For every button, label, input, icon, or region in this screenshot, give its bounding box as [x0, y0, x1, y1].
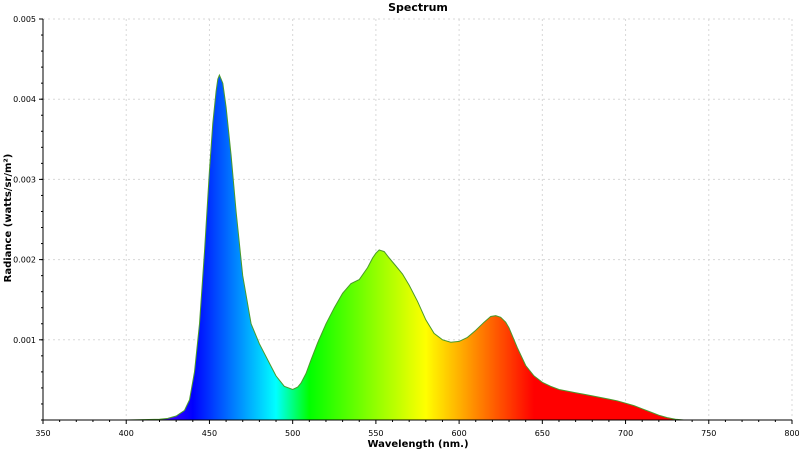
- x-tick-label: 400: [119, 429, 134, 438]
- x-tick-label: 350: [35, 429, 50, 438]
- y-tick-label: 0.002: [13, 256, 36, 265]
- y-tick-label: 0.004: [13, 95, 36, 104]
- y-tick-label: 0.005: [13, 15, 36, 24]
- y-tick-label: 0.003: [13, 175, 36, 184]
- y-tick-label: 0.001: [13, 336, 36, 345]
- spectrum-line: [92, 73, 759, 421]
- x-axis-label: Wavelength (nm.): [367, 439, 468, 450]
- spectrum-area: [92, 75, 759, 420]
- x-tick-label: 700: [618, 429, 633, 438]
- x-tick-label: 750: [701, 429, 716, 438]
- x-tick-label: 600: [451, 429, 466, 438]
- x-tick-label: 650: [535, 429, 550, 438]
- tick-labels: 350 400 450 500 550 600 650 700 750 800 0.001 0.002…: [13, 15, 800, 438]
- x-tick-label: 500: [285, 429, 300, 438]
- y-axis-label: Radiance (watts/sr/m²): [3, 154, 14, 283]
- axes: [42, 19, 792, 421]
- chart-title: Spectrum: [388, 1, 448, 14]
- x-tick-label: 550: [368, 429, 383, 438]
- x-tick-label: 450: [202, 429, 217, 438]
- x-tick-label: 800: [784, 429, 799, 438]
